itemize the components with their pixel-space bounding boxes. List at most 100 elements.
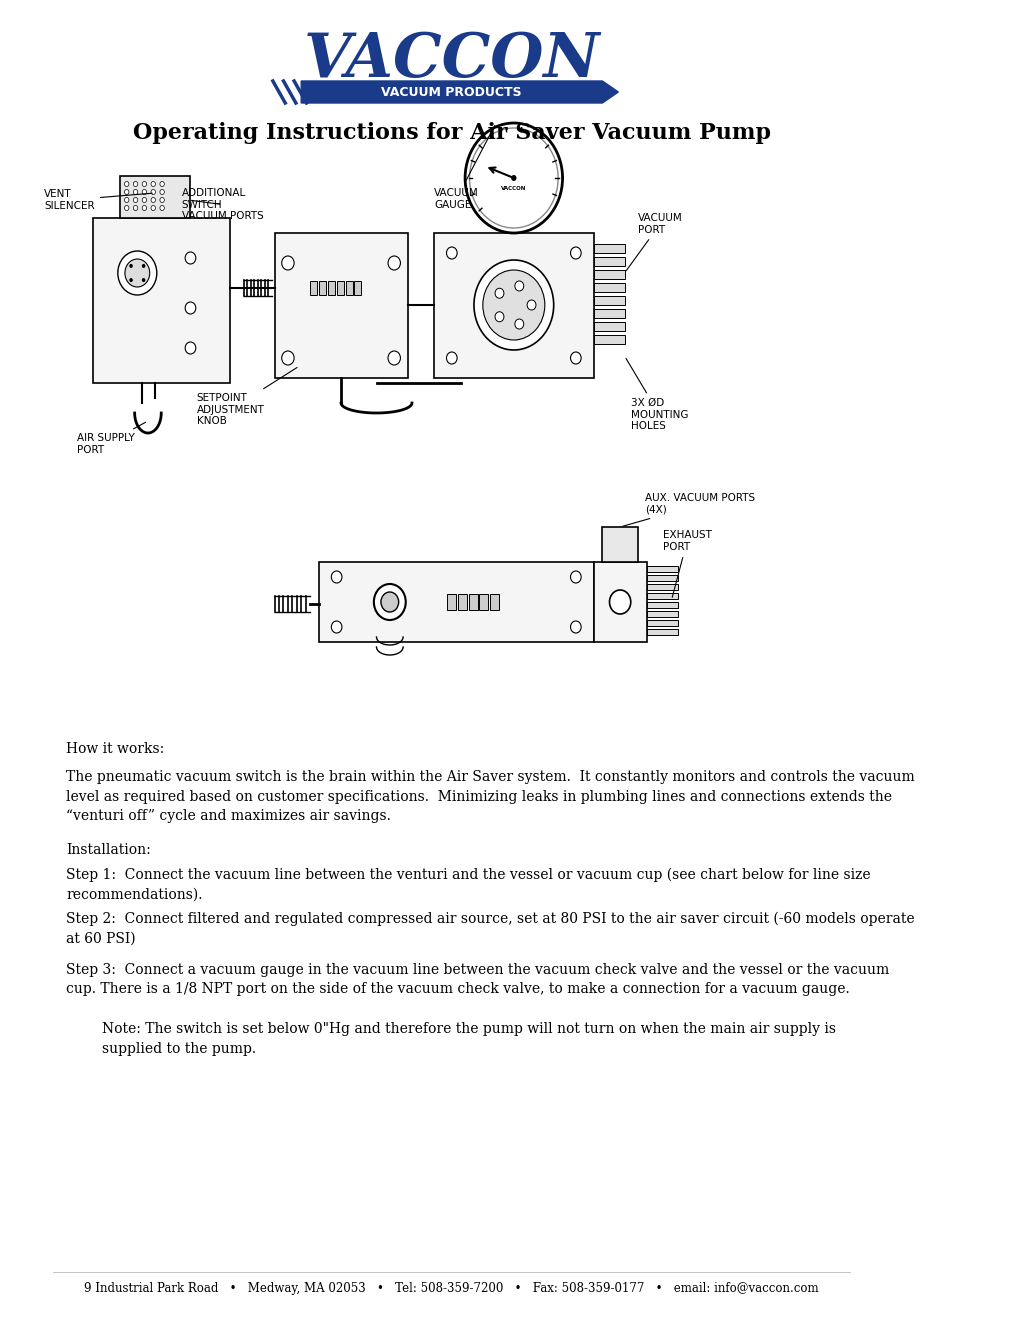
Bar <box>646 583 677 590</box>
Circle shape <box>570 247 581 259</box>
Text: AUX. VACUUM PORTS
(4X): AUX. VACUUM PORTS (4X) <box>623 494 754 527</box>
FancyArrow shape <box>301 81 618 103</box>
Circle shape <box>515 319 523 329</box>
Circle shape <box>185 342 196 354</box>
Circle shape <box>151 190 155 194</box>
Bar <box>646 566 677 572</box>
Circle shape <box>380 591 398 612</box>
Bar <box>593 282 624 292</box>
Bar <box>593 562 646 642</box>
Circle shape <box>281 351 293 366</box>
Bar <box>319 562 593 642</box>
Text: AIR SUPPLY
PORT: AIR SUPPLY PORT <box>77 422 146 454</box>
Text: SETPOINT
ADJUSTMENT
KNOB: SETPOINT ADJUSTMENT KNOB <box>197 367 297 426</box>
Text: Step 2:  Connect filtered and regulated compressed air source, set at 80 PSI to : Step 2: Connect filtered and regulated c… <box>66 912 914 946</box>
Circle shape <box>133 198 138 202</box>
Bar <box>310 281 317 294</box>
Bar <box>345 281 353 294</box>
Text: The pneumatic vacuum switch is the brain within the Air Saver system.  It consta: The pneumatic vacuum switch is the brain… <box>66 770 914 822</box>
Circle shape <box>446 352 457 364</box>
Bar <box>593 322 624 331</box>
Text: VACCON: VACCON <box>500 186 526 191</box>
Bar <box>593 335 624 345</box>
Text: VACUUM
GAUGE: VACUUM GAUGE <box>434 125 494 210</box>
Circle shape <box>124 190 128 194</box>
Circle shape <box>133 190 138 194</box>
Circle shape <box>142 264 146 268</box>
Text: EXHAUST
PORT: EXHAUST PORT <box>662 531 711 598</box>
Text: Operating Instructions for Air Saver Vacuum Pump: Operating Instructions for Air Saver Vac… <box>132 121 770 144</box>
Circle shape <box>142 206 147 210</box>
Circle shape <box>151 181 155 186</box>
Circle shape <box>374 583 406 620</box>
Bar <box>327 281 334 294</box>
Circle shape <box>609 590 630 614</box>
Circle shape <box>474 260 553 350</box>
Bar <box>274 234 408 378</box>
Bar <box>468 594 477 610</box>
Circle shape <box>494 312 503 322</box>
Text: 9 Industrial Park Road   •   Medway, MA 02053   •   Tel: 508-359-7200   •   Fax:: 9 Industrial Park Road • Medway, MA 0205… <box>85 1282 818 1295</box>
Circle shape <box>142 190 147 194</box>
Circle shape <box>494 288 503 298</box>
Bar <box>489 594 498 610</box>
Text: Note: The switch is set below 0"Hg and therefore the pump will not turn on when : Note: The switch is set below 0"Hg and t… <box>102 1022 835 1056</box>
Circle shape <box>511 176 516 181</box>
Bar <box>336 281 343 294</box>
Circle shape <box>446 247 457 259</box>
Circle shape <box>124 206 128 210</box>
Bar <box>646 593 677 599</box>
Circle shape <box>160 181 164 186</box>
Circle shape <box>160 198 164 202</box>
Circle shape <box>465 123 562 234</box>
Text: ADDITIONAL
SWITCH
VACUUM PORTS: ADDITIONAL SWITCH VACUUM PORTS <box>181 187 263 222</box>
Circle shape <box>118 251 157 294</box>
Bar <box>593 244 624 253</box>
Text: VACUUM
PORT: VACUUM PORT <box>626 213 682 271</box>
Circle shape <box>124 259 150 286</box>
Text: VENT
SILENCER: VENT SILENCER <box>44 189 152 211</box>
Bar <box>119 176 191 218</box>
Bar <box>354 281 361 294</box>
Bar <box>93 218 230 383</box>
Circle shape <box>469 128 557 228</box>
Circle shape <box>482 271 544 341</box>
Text: Installation:: Installation: <box>66 843 151 857</box>
Bar <box>646 576 677 581</box>
Circle shape <box>142 181 147 186</box>
Bar <box>458 594 467 610</box>
Bar <box>434 234 593 378</box>
Bar <box>646 630 677 635</box>
Circle shape <box>331 572 341 583</box>
Circle shape <box>129 264 132 268</box>
Circle shape <box>185 302 196 314</box>
Bar <box>593 296 624 305</box>
Circle shape <box>151 198 155 202</box>
Circle shape <box>160 206 164 210</box>
Bar <box>646 611 677 616</box>
Text: Step 3:  Connect a vacuum gauge in the vacuum line between the vacuum check valv: Step 3: Connect a vacuum gauge in the va… <box>66 964 889 997</box>
Circle shape <box>570 352 581 364</box>
Circle shape <box>124 198 128 202</box>
Circle shape <box>160 190 164 194</box>
Bar <box>447 594 455 610</box>
Circle shape <box>570 620 581 634</box>
Text: 3X ØD
MOUNTING
HOLES: 3X ØD MOUNTING HOLES <box>626 359 688 432</box>
Circle shape <box>387 256 400 271</box>
Bar <box>646 620 677 626</box>
Circle shape <box>133 206 138 210</box>
Circle shape <box>387 351 400 366</box>
Bar <box>646 602 677 609</box>
Circle shape <box>124 181 128 186</box>
Bar <box>602 527 637 562</box>
Circle shape <box>515 281 523 290</box>
Text: Step 1:  Connect the vacuum line between the venturi and the vessel or vacuum cu: Step 1: Connect the vacuum line between … <box>66 869 870 902</box>
Circle shape <box>281 256 293 271</box>
Circle shape <box>185 252 196 264</box>
Bar <box>593 257 624 267</box>
Circle shape <box>151 206 155 210</box>
Bar <box>319 281 326 294</box>
Circle shape <box>570 572 581 583</box>
Bar <box>479 594 488 610</box>
Bar <box>593 271 624 279</box>
